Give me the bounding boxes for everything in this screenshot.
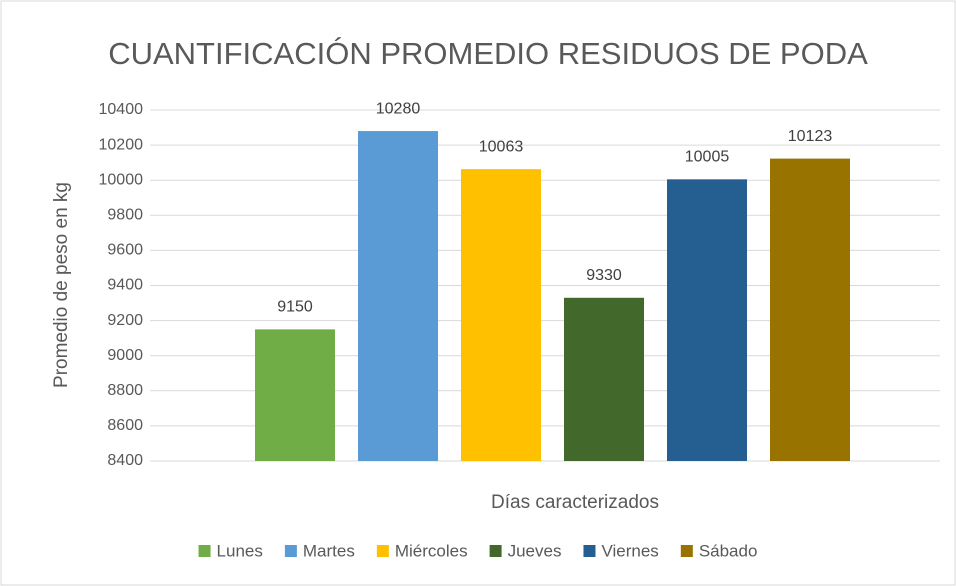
legend-label: Lunes	[217, 541, 263, 560]
legend-swatch	[198, 545, 211, 557]
data-label: 10280	[376, 100, 421, 117]
x-axis-label: Días caracterizados	[491, 492, 659, 513]
bar	[358, 131, 438, 461]
y-tick-label: 9200	[107, 312, 143, 329]
y-tick-label: 8600	[107, 417, 143, 434]
y-tick-label: 8800	[107, 382, 143, 399]
y-tick-label: 9800	[107, 207, 143, 224]
legend-label: Jueves	[508, 541, 562, 560]
data-label: 9150	[277, 299, 313, 316]
legend-label: Sábado	[699, 541, 758, 560]
legend-label: Miércoles	[395, 541, 468, 560]
y-tick-label: 9400	[107, 277, 143, 294]
y-axis-label: Promedio de peso en kg	[51, 182, 72, 388]
y-tick-label: 9600	[107, 242, 143, 259]
data-label: 10005	[685, 149, 730, 166]
y-tick-label: 10400	[99, 101, 144, 118]
chart-title: CUANTIFICACIÓN PROMEDIO RESIDUOS DE PODA	[108, 36, 868, 71]
legend-swatch	[284, 545, 297, 557]
y-tick-label: 10200	[99, 136, 144, 153]
legend-swatch	[376, 545, 389, 557]
data-label: 9330	[586, 267, 622, 284]
legend-swatch	[680, 545, 693, 557]
legend-label: Viernes	[601, 541, 658, 560]
y-tick-label: 10000	[99, 171, 144, 188]
bar	[255, 329, 335, 461]
bar	[770, 158, 850, 461]
legend-swatch	[489, 545, 502, 557]
y-tick-label: 9000	[107, 347, 143, 364]
bar	[461, 169, 541, 461]
bar	[667, 179, 747, 461]
legend-label: Martes	[303, 541, 355, 560]
data-label: 10063	[479, 138, 524, 155]
data-label: 10123	[788, 128, 833, 145]
bar	[564, 297, 644, 461]
y-tick-label: 8400	[107, 452, 143, 469]
legend-swatch	[583, 545, 596, 557]
